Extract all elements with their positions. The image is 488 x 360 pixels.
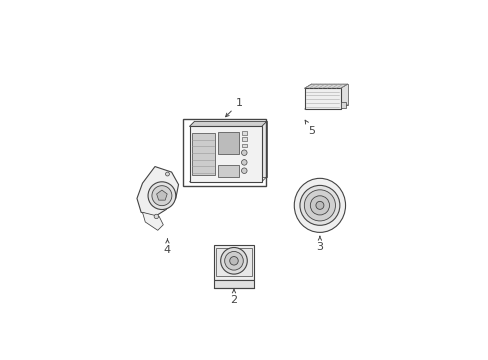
Circle shape <box>220 247 247 274</box>
Circle shape <box>224 252 243 270</box>
Polygon shape <box>304 84 347 88</box>
Bar <box>304 88 340 109</box>
Polygon shape <box>137 167 178 216</box>
Bar <box>189 126 261 182</box>
Bar <box>216 248 251 276</box>
Circle shape <box>148 182 175 210</box>
Circle shape <box>310 196 329 215</box>
Circle shape <box>315 201 323 210</box>
Polygon shape <box>311 84 347 105</box>
Bar <box>241 138 246 141</box>
Bar <box>217 165 239 177</box>
Circle shape <box>241 168 246 174</box>
Bar <box>213 245 254 279</box>
Text: 4: 4 <box>163 239 171 255</box>
Text: 3: 3 <box>316 236 323 252</box>
Polygon shape <box>189 121 266 126</box>
Polygon shape <box>142 212 163 230</box>
Bar <box>183 120 265 186</box>
Bar <box>241 144 246 148</box>
Text: 5: 5 <box>305 120 314 135</box>
Bar <box>213 279 254 288</box>
Polygon shape <box>194 121 266 177</box>
Bar <box>217 132 239 154</box>
Bar <box>241 131 246 135</box>
Circle shape <box>165 172 169 176</box>
Circle shape <box>152 186 172 206</box>
Circle shape <box>229 257 238 265</box>
Text: 2: 2 <box>230 289 237 305</box>
Circle shape <box>304 190 335 221</box>
Polygon shape <box>340 102 345 108</box>
Circle shape <box>241 159 246 165</box>
Bar <box>191 133 214 175</box>
Circle shape <box>154 214 158 219</box>
Polygon shape <box>156 190 167 200</box>
Circle shape <box>299 185 339 225</box>
Circle shape <box>241 150 246 156</box>
Ellipse shape <box>294 178 345 233</box>
Text: 1: 1 <box>225 98 243 117</box>
